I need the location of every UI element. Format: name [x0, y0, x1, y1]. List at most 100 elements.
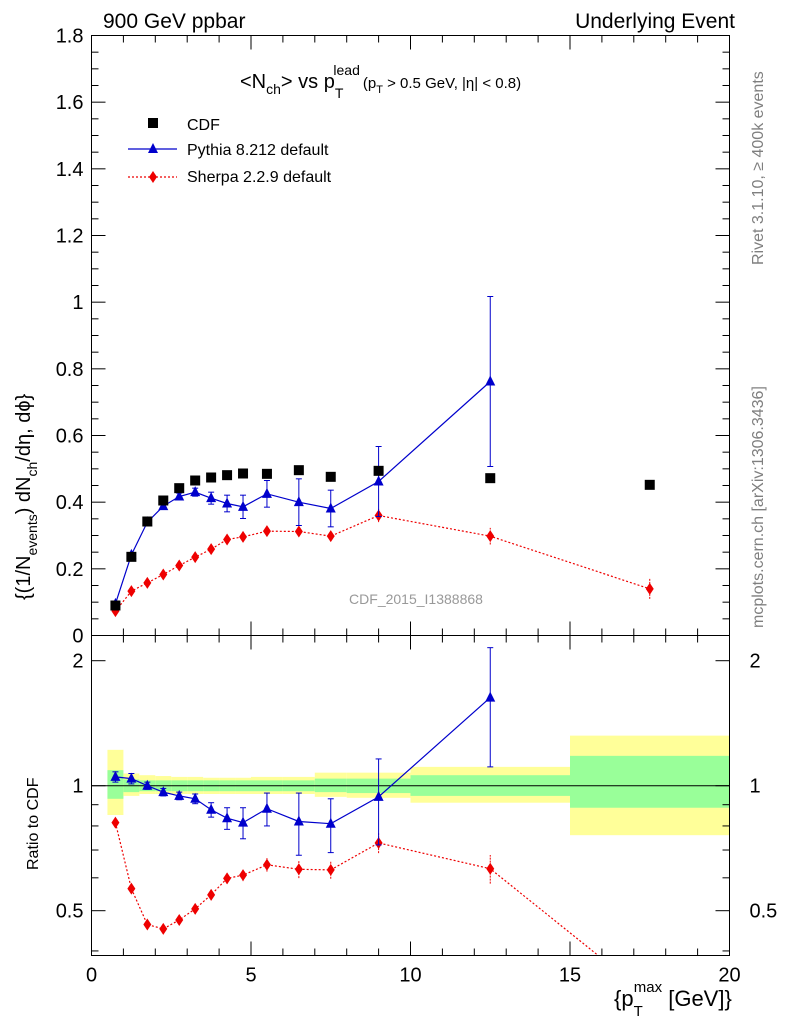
ratio-y-tick-label: 0.5 — [56, 901, 84, 923]
pythia-point — [373, 475, 384, 486]
chart-title: <Nch> vs pTlead(pT > 0.5 GeV, |η| < 0.8) — [240, 62, 521, 101]
cdf-point — [325, 471, 336, 482]
ratio-xticks: 0 5 10 15 20 — [86, 635, 741, 987]
sherpa-point — [127, 585, 136, 598]
y-tick-label: 0.4 — [56, 492, 84, 514]
ratio-pythia-line — [115, 697, 491, 825]
ratio-pythia-point — [222, 812, 233, 823]
ratio-pythia-point — [190, 792, 201, 803]
cdf-point — [158, 495, 169, 506]
pythia-point — [174, 490, 185, 501]
x-tick-label: 20 — [718, 965, 740, 987]
ratio-pythia-point — [142, 779, 153, 790]
y-tick-label: 0 — [72, 626, 83, 648]
ratio-pythia-point — [158, 786, 169, 797]
main-marks — [110, 296, 655, 618]
pythia-point — [222, 497, 233, 508]
cdf-point — [190, 475, 201, 486]
y-axis-label: {(1/Nevents) dNch/dη, dϕ} — [13, 393, 40, 600]
cdf-point — [222, 470, 233, 481]
sherpa-point — [486, 530, 495, 543]
sherpa-point — [207, 543, 216, 556]
ratio-marks — [110, 647, 599, 956]
ratio-sherpa-point — [294, 863, 303, 876]
y-tick-label: 0.8 — [56, 359, 84, 381]
pythia-point — [190, 486, 201, 497]
cdf-point — [174, 483, 185, 494]
sherpa-point — [239, 530, 248, 543]
pythia-point — [325, 502, 336, 513]
legend-pythia-label: Pythia 8.212 default — [187, 142, 329, 159]
main-yticks: 0 0.2 0.4 0.6 0.8 1 1.2 1.4 1.6 1.8 — [56, 26, 730, 648]
y-tick-label: 0.6 — [56, 426, 84, 448]
ratio-y-tick-label-right: 1 — [750, 776, 761, 798]
ratio-sherpa-point — [486, 862, 495, 875]
ratio-pythia-point — [206, 803, 217, 814]
pythia-point — [261, 487, 272, 498]
ratio-sherpa-point — [111, 816, 120, 829]
sherpa-point — [294, 525, 303, 538]
sherpa-point — [262, 525, 271, 538]
pythia-point — [238, 500, 249, 511]
ratio-pythia-point — [293, 815, 304, 826]
y-tick-label: 1.6 — [56, 92, 84, 114]
ratio-sherpa-point — [143, 918, 152, 931]
ratio-y-tick-label: 1 — [72, 776, 83, 798]
pythia-line — [114, 381, 491, 605]
ratio-pythia-point — [485, 691, 496, 702]
main-panel: 0 0.2 0.4 0.6 0.8 1 1.2 1.4 1.6 1.8 <Nch> vs pTle… — [13, 26, 730, 648]
y-tick-label: 1.4 — [56, 159, 84, 181]
ratio-band-inner — [570, 755, 730, 808]
y-tick-label: 1 — [72, 292, 83, 314]
ratio-pythia-point — [325, 817, 336, 828]
sherpa-point — [645, 582, 654, 595]
ratio-y-tick-label-right: 0.5 — [750, 901, 778, 923]
sherpa-point — [191, 551, 200, 564]
ratio-sherpa-point — [239, 869, 248, 882]
ratio-sherpa-point — [191, 902, 200, 915]
sherpa-point — [143, 576, 152, 589]
sherpa-point — [326, 530, 335, 543]
cdf-point — [110, 600, 121, 611]
x-tick-label: 0 — [86, 965, 97, 987]
sherpa-point — [223, 533, 232, 546]
main-xticks — [91, 35, 730, 636]
ratio-pythia-point — [174, 789, 185, 800]
cdf-point — [142, 516, 153, 527]
cdf-point — [126, 551, 137, 562]
ratio-pythia-point — [373, 790, 384, 801]
ratio-panel: 0.5 0.5 1 1 2 2 0 5 10 15 20 Ratio to CDF {pTmax … — [25, 635, 778, 1020]
legend: CDF Pythia 8.212 default Sherpa 2.2.9 de… — [128, 117, 332, 186]
cdf-point — [644, 479, 655, 490]
sherpa-line — [114, 514, 650, 612]
sherpa-point — [159, 568, 168, 581]
pythia-point — [485, 375, 496, 386]
pythia-point — [293, 496, 304, 507]
cdf-point — [206, 472, 217, 483]
y-tick-label: 0.2 — [56, 559, 84, 581]
cdf-point — [293, 465, 304, 476]
sherpa-point — [175, 559, 184, 572]
legend-sherpa-label: Sherpa 2.2.9 default — [187, 169, 332, 186]
legend-cdf-label: CDF — [187, 117, 220, 134]
cdf-point — [485, 473, 496, 484]
cdf-point — [261, 468, 272, 479]
cdf-point — [238, 468, 249, 479]
x-tick-label: 10 — [399, 965, 421, 987]
ratio-pythia-point — [261, 802, 272, 813]
ratio-sherpa-point — [127, 882, 136, 895]
pythia-point — [206, 492, 217, 503]
ratio-pythia-point — [238, 816, 249, 827]
ratio-bands — [91, 735, 730, 836]
ratio-sherpa-point — [326, 863, 335, 876]
ratio-sherpa-point — [207, 888, 216, 901]
ratio-sherpa-line — [114, 822, 599, 956]
y-tick-label: 1.2 — [56, 226, 84, 248]
x-tick-label: 5 — [245, 965, 256, 987]
ratio-sherpa-point — [175, 913, 184, 926]
ratio-sherpa-point — [262, 858, 271, 871]
ratio-y-tick-label-right: 2 — [750, 651, 761, 673]
mcplots-label: mcplots.cern.ch [arXiv:1306.3436] — [750, 386, 767, 628]
